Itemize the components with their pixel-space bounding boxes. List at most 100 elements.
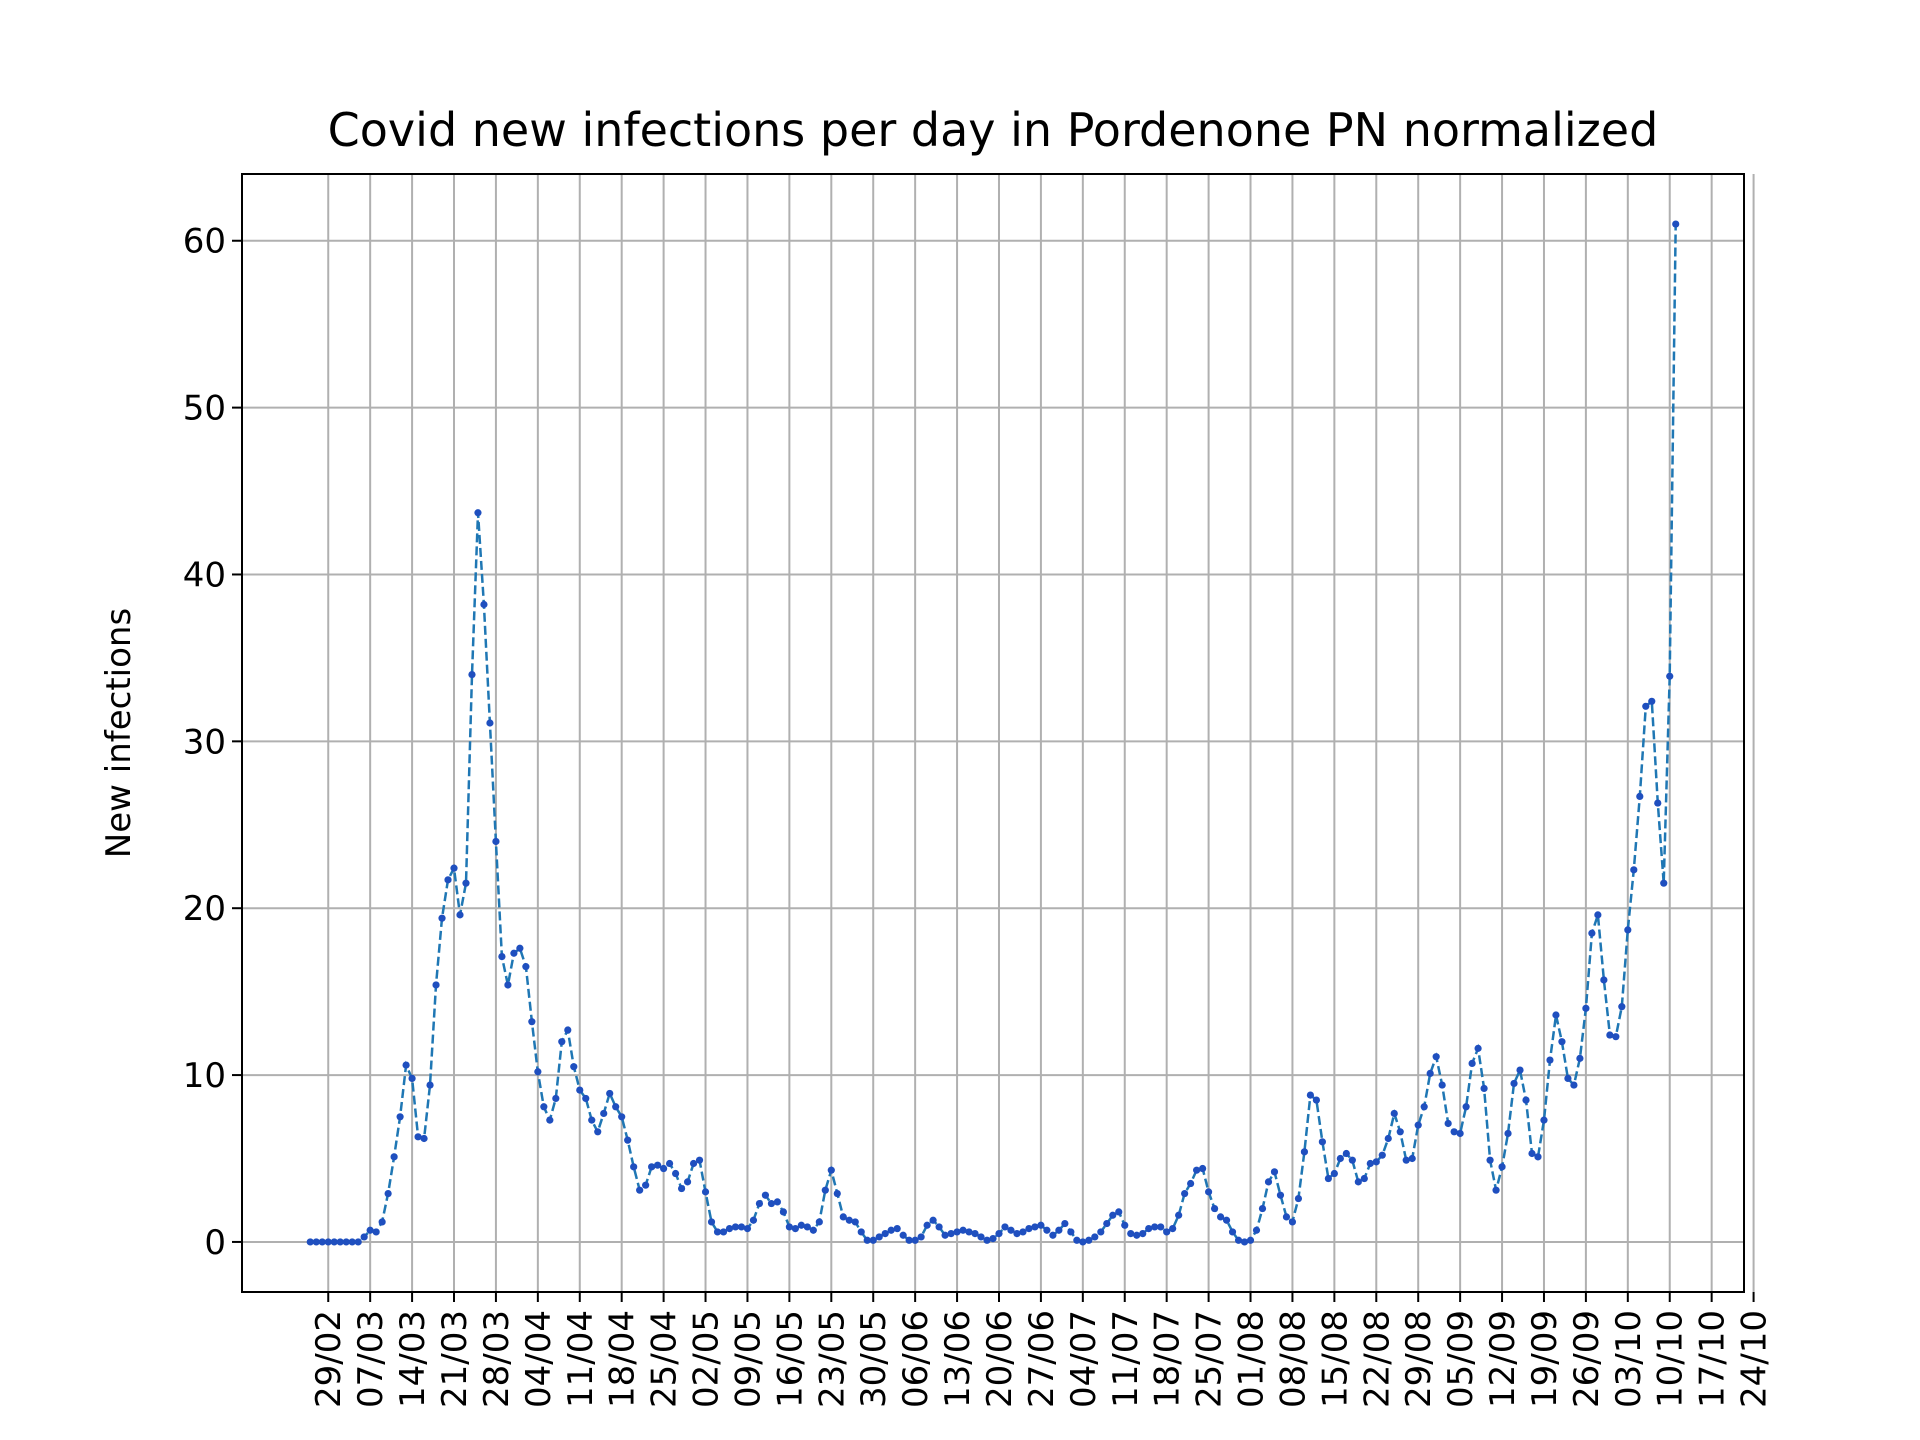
data-point <box>1151 1223 1159 1231</box>
y-tick-label: 10 <box>183 1056 226 1096</box>
data-point <box>426 1081 434 1089</box>
x-tick-label: 11/04 <box>561 1310 601 1408</box>
data-point <box>1013 1229 1021 1238</box>
data-point <box>1031 1223 1039 1231</box>
data-point <box>719 1228 728 1236</box>
data-point <box>390 1153 398 1161</box>
data-point <box>1450 1128 1458 1136</box>
data-point <box>1163 1228 1171 1236</box>
data-point <box>1522 1096 1530 1104</box>
x-tick-label: 05/09 <box>1441 1310 1481 1408</box>
data-point <box>1157 1223 1165 1231</box>
data-point <box>773 1198 782 1206</box>
data-point <box>755 1199 764 1208</box>
data-point <box>1318 1138 1326 1146</box>
data-point <box>743 1224 752 1233</box>
data-point <box>642 1181 650 1189</box>
data-point <box>1019 1228 1027 1236</box>
data-point <box>1127 1229 1135 1238</box>
x-tick-label: 07/03 <box>351 1310 391 1408</box>
data-point <box>1666 672 1674 680</box>
data-point <box>372 1228 380 1236</box>
data-point <box>1246 1236 1255 1244</box>
data-point <box>671 1169 680 1178</box>
data-point <box>1079 1238 1087 1246</box>
data-point <box>318 1238 326 1246</box>
x-tick-label: 08/08 <box>1273 1310 1313 1408</box>
grid-layer <box>242 174 1755 1292</box>
data-point <box>1169 1224 1177 1233</box>
data-point <box>1654 799 1662 807</box>
data-point <box>444 876 452 884</box>
data-point <box>1396 1128 1404 1136</box>
x-tick-label: 28/03 <box>477 1310 517 1408</box>
data-point <box>1025 1224 1033 1233</box>
data-point <box>1270 1168 1279 1176</box>
data-point <box>785 1223 793 1231</box>
data-point <box>1426 1069 1434 1078</box>
data-point <box>528 1018 536 1026</box>
data-point <box>324 1238 332 1246</box>
data-point <box>1001 1223 1009 1231</box>
data-point <box>348 1238 356 1246</box>
data-point <box>1007 1226 1015 1234</box>
data-point <box>995 1229 1003 1238</box>
data-point <box>360 1233 368 1241</box>
data-point <box>1366 1159 1374 1168</box>
data-point <box>654 1161 662 1169</box>
data-point <box>887 1226 895 1234</box>
data-point <box>1648 697 1656 705</box>
data-point <box>707 1218 716 1226</box>
data-point <box>1402 1156 1410 1164</box>
data-point <box>833 1189 841 1198</box>
data-point <box>462 879 470 887</box>
data-point <box>546 1116 554 1124</box>
data-point <box>1324 1174 1332 1183</box>
data-point <box>636 1186 644 1194</box>
data-point <box>875 1233 883 1241</box>
data-point <box>989 1235 997 1243</box>
data-point <box>1378 1151 1386 1159</box>
data-point <box>504 981 512 989</box>
data-point <box>1252 1226 1261 1234</box>
data-point <box>803 1223 811 1231</box>
data-point <box>1672 220 1680 228</box>
data-point <box>1618 1003 1626 1011</box>
data-point <box>648 1163 656 1171</box>
data-point <box>1103 1219 1111 1228</box>
data-point <box>953 1228 961 1236</box>
data-point <box>911 1236 919 1244</box>
x-tick-label: 18/07 <box>1148 1310 1188 1408</box>
y-tick-label: 20 <box>183 889 226 929</box>
data-point <box>498 953 506 961</box>
data-point <box>1438 1081 1446 1089</box>
data-point <box>492 837 500 846</box>
data-point <box>1408 1154 1416 1163</box>
data-point <box>480 600 488 609</box>
data-point <box>689 1159 698 1168</box>
x-tick-label: 30/05 <box>854 1310 894 1408</box>
data-point <box>1276 1191 1285 1199</box>
data-point <box>600 1109 608 1118</box>
data-point <box>1222 1216 1231 1224</box>
data-point <box>761 1191 770 1199</box>
data-point <box>1564 1074 1572 1083</box>
x-tick-label: 03/10 <box>1609 1310 1649 1408</box>
data-point <box>1139 1229 1147 1238</box>
x-tick-label: 20/06 <box>980 1310 1020 1408</box>
data-point <box>929 1216 937 1224</box>
chart-title: Covid new infections per day in Pordenon… <box>328 103 1659 157</box>
data-point <box>1486 1156 1494 1164</box>
data-point <box>845 1216 853 1224</box>
x-tick-label: 29/08 <box>1399 1310 1439 1408</box>
data-point <box>857 1228 865 1236</box>
data-point <box>1145 1224 1153 1233</box>
data-point <box>1504 1129 1512 1138</box>
x-tick-label: 01/08 <box>1232 1310 1272 1408</box>
data-point <box>893 1224 901 1233</box>
data-point <box>1462 1103 1470 1111</box>
data-point <box>432 981 440 989</box>
series-layer <box>306 220 1680 1246</box>
data-point <box>935 1223 943 1231</box>
data-point <box>797 1221 805 1229</box>
